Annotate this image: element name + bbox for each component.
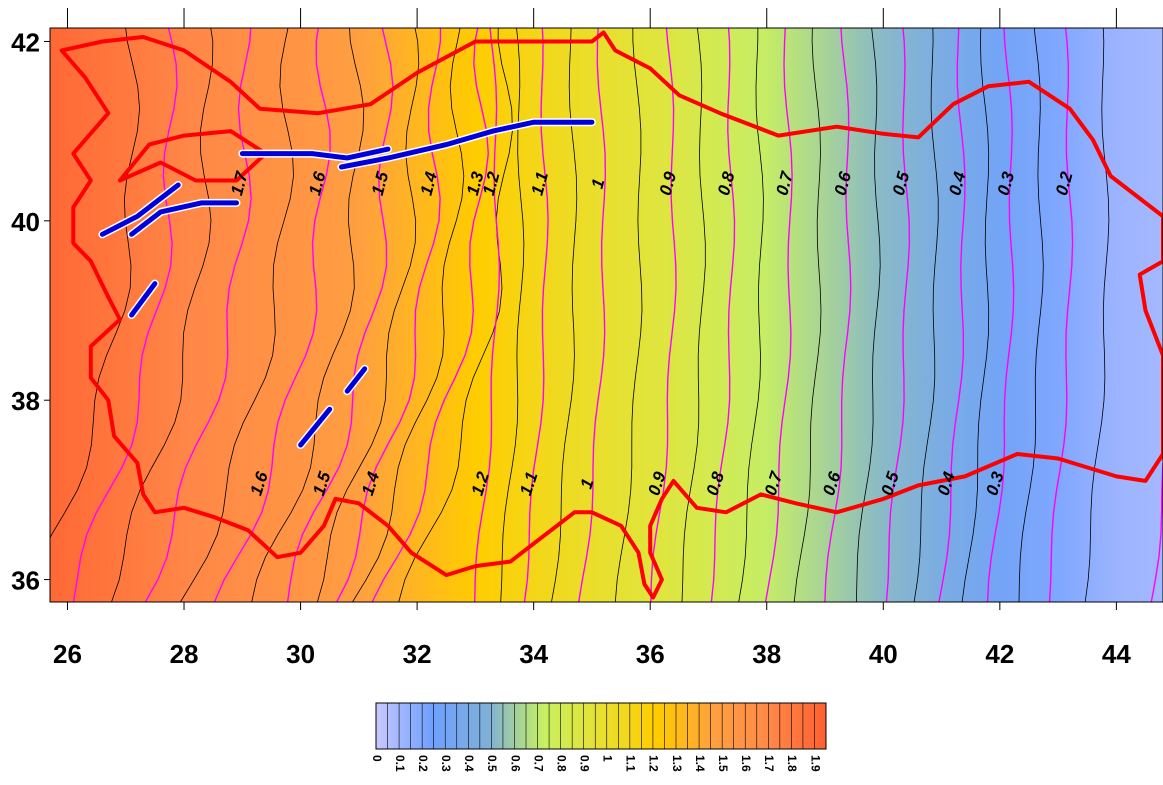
minor-contour-line [681,28,706,602]
x-tick-label: 30 [286,639,315,669]
minor-contour-line [961,28,990,602]
major-contour-line [336,28,442,602]
major-contour-line [764,28,793,602]
colorbar-label: 0.7 [531,755,545,772]
colorbar-label: 0.8 [554,755,568,772]
colorbar-label: 0.2 [416,755,430,772]
major-contour-line [144,28,252,602]
colorbar-label: 0 [370,755,384,762]
colorbar-label: 0.6 [508,755,522,772]
colorbar-cell-dividers [387,703,815,749]
minor-contour-line [180,28,294,602]
colorbar-label: 0.1 [393,755,407,772]
colorbar-label: 1.4 [693,755,707,772]
y-tick-label: 40 [11,207,40,237]
minor-contour-line [551,28,578,602]
minor-contour-line [1018,28,1044,602]
minor-contour-line [352,28,465,602]
minor-contour-lines [50,28,1110,602]
major-contour-line [371,28,490,602]
x-tick-label: 34 [519,639,548,669]
colorbar-label: 0.9 [578,755,592,772]
colorbar-label: 1.6 [739,755,753,772]
colorbar-label: 0.4 [462,755,476,772]
colorbar: 0 0.1 0.2 0.3 0.4 0.5 0.6 0.7 0.8 0.9 1 1.1 1.2 1.3 1.… [370,702,827,772]
colorbar-label: 1.7 [762,755,776,772]
major-contour-line [286,28,394,602]
colorbar-label: 1 [601,755,615,762]
plot-area: 1.7 1.6 1.5 1.4 1.31.2 1.1 1 0.9 0.8 0.7 0.6 0.5 0.4… [50,28,1163,602]
fault-line [129,281,158,318]
fault-line [338,119,595,170]
minor-contour-line [738,28,764,602]
fault-traces [98,118,596,449]
colorbar-label: 1.3 [670,755,684,772]
fault-line [239,146,391,161]
fault-line [99,182,181,237]
minor-contour-line [398,28,513,602]
x-tick-label: 36 [636,639,665,669]
minor-contour-line [50,28,141,539]
y-axis-labels: 36 38 40 42 [11,27,40,595]
y-tick-label: 42 [11,27,40,57]
major-contour-line [474,28,501,602]
x-tick-label: 40 [869,639,898,669]
minor-contour-line [913,28,939,602]
axis-ticks [44,8,1117,610]
x-tick-label: 28 [170,639,199,669]
colorbar-label: 1.8 [785,755,799,772]
colorbar-label: 0.5 [485,755,499,772]
x-tick-label: 32 [403,639,432,669]
colorbar-label: 1.1 [624,755,638,772]
x-tick-label: 38 [752,639,781,669]
fault-line [344,366,368,394]
plot-frame [49,27,1163,603]
turkey-border [59,30,1163,600]
minor-contour-line [111,28,214,602]
colorbar-label: 1.9 [808,755,822,772]
colorbar-label: 0.3 [439,755,453,772]
minor-contour-line [251,28,365,602]
colorbar-label: 1.2 [647,755,661,772]
major-contour-line [885,28,911,602]
major-contour-line [213,28,331,602]
major-contour-line [986,28,1015,602]
major-contour-line [523,28,549,602]
x-tick-label: 26 [53,639,82,669]
colorbar-label: 1.5 [716,755,730,772]
y-tick-label: 36 [11,566,40,596]
minor-contour-line [1084,28,1110,602]
major-contour-line [1048,28,1074,602]
color-field [50,28,1163,602]
major-contour-line [578,28,607,602]
major-contour-line [938,28,966,602]
colorbar-labels: 0 0.1 0.2 0.3 0.4 0.5 0.6 0.7 0.8 0.9 1 1.1 1.2 1.3 1.… [370,755,823,772]
minor-contour-line [614,28,643,602]
x-tick-label: 44 [1102,639,1131,669]
x-axis-labels: 26 28 30 32 34 36 38 40 42 44 [53,639,1131,669]
minor-contour-line [317,28,420,602]
major-contour-line [72,28,178,602]
major-contour-line [1150,456,1163,602]
fault-line [129,200,239,237]
colorbar-fill [375,702,827,750]
fault-line [298,406,333,448]
minor-contour-line [500,28,525,602]
major-contour-line [824,28,852,602]
x-tick-label: 42 [985,639,1014,669]
y-tick-label: 38 [11,386,40,416]
